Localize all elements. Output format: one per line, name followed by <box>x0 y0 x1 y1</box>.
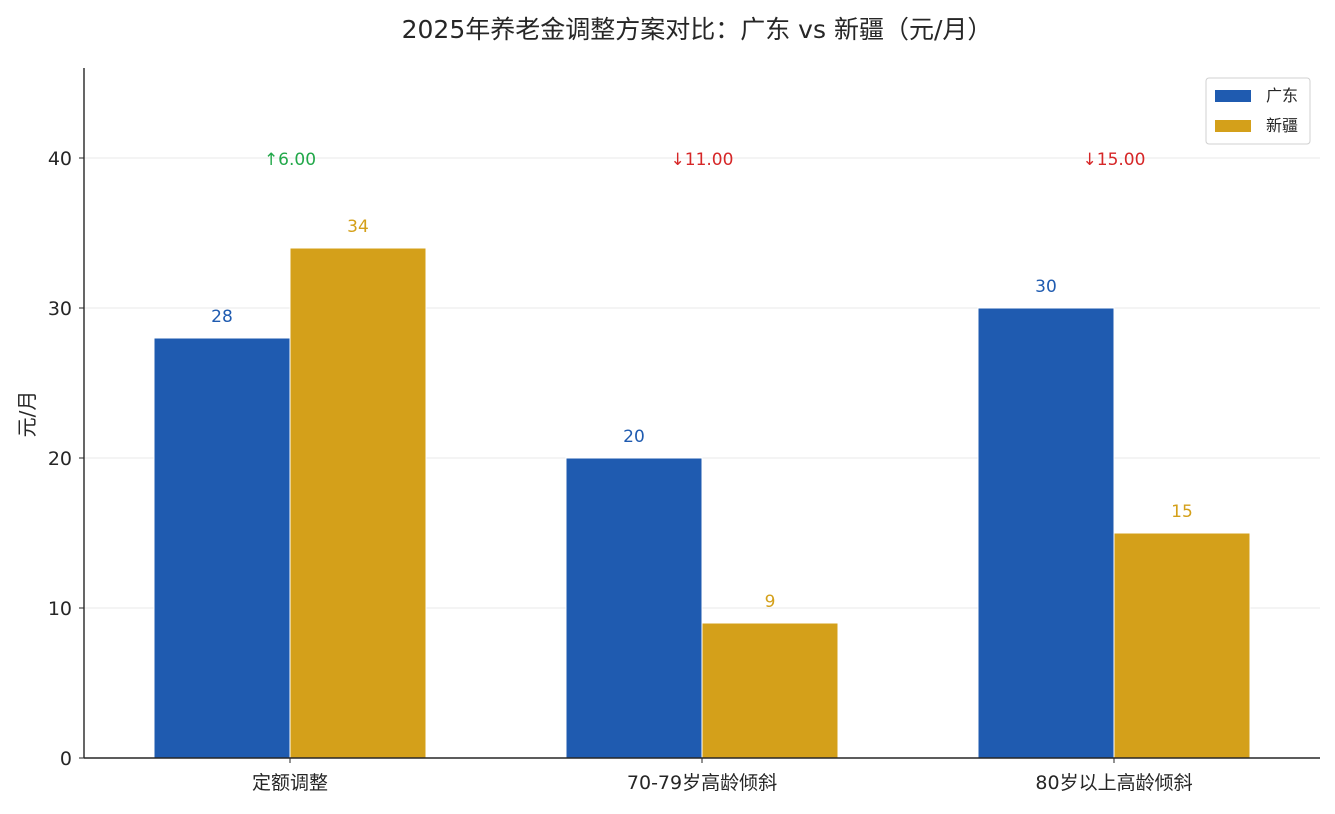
x-tick-label: 定额调整 <box>252 772 328 794</box>
bar <box>977 307 1115 759</box>
annotations: ↑6.00 ↓11.00 ↓15.00 <box>264 150 1146 170</box>
x-tick-label: 80岁以上高龄倾斜 <box>1035 772 1192 794</box>
y-tick-label: 40 <box>48 148 72 170</box>
difference-annotation: ↑6.00 <box>264 150 316 170</box>
bar <box>289 247 427 759</box>
bar <box>701 622 839 759</box>
bars <box>153 247 1251 759</box>
chart-title: 2025年养老金调整方案对比：广东 vs 新疆（元/月） <box>402 15 993 44</box>
y-tick-label: 30 <box>48 298 72 320</box>
bar-value-label: 9 <box>765 592 776 612</box>
legend-label: 广东 <box>1266 86 1298 105</box>
y-tick-label: 20 <box>48 448 72 470</box>
bar <box>565 457 703 759</box>
difference-annotation: ↓15.00 <box>1083 150 1146 170</box>
legend-swatch <box>1215 120 1251 132</box>
bar <box>1113 532 1251 759</box>
bar-value-label: 28 <box>211 307 233 327</box>
y-axis-label: 元/月 <box>15 391 39 438</box>
difference-annotation: ↓11.00 <box>671 150 734 170</box>
bar-value-label: 20 <box>623 427 645 447</box>
legend-label: 新疆 <box>1266 116 1298 135</box>
bar-value-label: 15 <box>1171 502 1193 522</box>
bar <box>153 337 291 759</box>
y-tick-label: 10 <box>48 598 72 620</box>
bar-value-label: 34 <box>347 217 369 237</box>
axes: 定额调整 70-79岁高龄倾斜 80岁以上高龄倾斜 0 10 20 30 40 <box>48 68 1320 794</box>
bar-value-label: 30 <box>1035 277 1057 297</box>
data-labels: 28 34 20 9 30 15 <box>211 217 1193 612</box>
y-tick-label: 0 <box>60 748 72 770</box>
legend-swatch <box>1215 90 1251 102</box>
x-tick-label: 70-79岁高龄倾斜 <box>627 772 777 794</box>
